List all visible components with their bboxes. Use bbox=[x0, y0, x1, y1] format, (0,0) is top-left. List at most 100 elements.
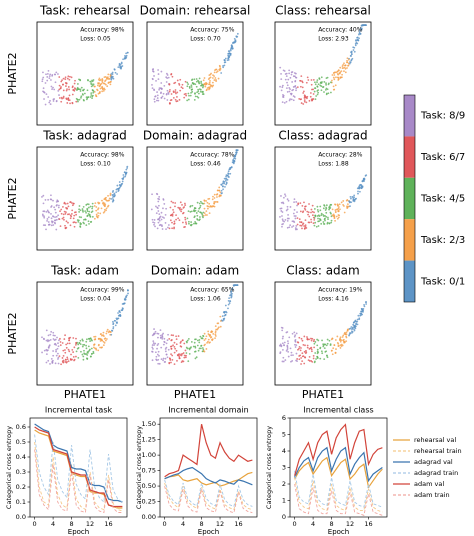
embedding-point bbox=[341, 73, 343, 76]
embedding-point bbox=[336, 70, 339, 73]
embedding-point bbox=[304, 209, 307, 211]
embedding-point bbox=[175, 214, 177, 217]
embedding-point bbox=[300, 357, 303, 359]
embedding-point bbox=[296, 211, 298, 214]
embedding-point bbox=[159, 215, 162, 218]
embedding-point bbox=[190, 341, 193, 343]
embedding-point bbox=[289, 224, 292, 227]
embedding-point bbox=[52, 215, 54, 218]
embedding-point bbox=[290, 92, 293, 95]
embedding-point bbox=[101, 346, 103, 349]
y-axis-label: Categorical cross entropy bbox=[5, 426, 13, 509]
embedding-point bbox=[296, 86, 299, 89]
embedding-point bbox=[164, 222, 167, 224]
embedding-point bbox=[91, 89, 94, 92]
embedding-point bbox=[72, 337, 75, 339]
embedding-point bbox=[161, 216, 164, 219]
embedding-point bbox=[42, 202, 45, 205]
embedding-point bbox=[320, 76, 323, 79]
embedding-point bbox=[102, 201, 105, 204]
embedding-point bbox=[163, 97, 166, 100]
embedding-point bbox=[288, 336, 291, 339]
embedding-point bbox=[194, 220, 196, 223]
embedding-point bbox=[201, 213, 204, 216]
embedding-point bbox=[102, 335, 105, 337]
embedding-point bbox=[293, 343, 296, 346]
embedding-point bbox=[84, 218, 87, 221]
embedding-point bbox=[43, 91, 46, 94]
y-axis-label: PHATE2 bbox=[6, 312, 19, 354]
embedding-point bbox=[323, 91, 325, 93]
embedding-point bbox=[203, 332, 206, 335]
embedding-point bbox=[337, 345, 340, 347]
embedding-point bbox=[77, 88, 80, 90]
embedding-point bbox=[281, 348, 284, 351]
embedding-point bbox=[282, 335, 284, 338]
embedding-point bbox=[305, 349, 307, 352]
embedding-point bbox=[178, 219, 181, 222]
embedding-point bbox=[54, 208, 57, 211]
embedding-point bbox=[112, 190, 115, 192]
embedding-point bbox=[110, 333, 113, 336]
embedding-point bbox=[304, 205, 306, 208]
embedding-point bbox=[172, 208, 174, 211]
embedding-point bbox=[166, 339, 169, 342]
embedding-point bbox=[44, 199, 47, 201]
embedding-point bbox=[281, 337, 284, 340]
embedding-point bbox=[114, 324, 117, 327]
embedding-point bbox=[340, 343, 343, 346]
embedding-point bbox=[52, 338, 55, 340]
embedding-point bbox=[59, 337, 61, 340]
embedding-point bbox=[90, 211, 93, 214]
embedding-point bbox=[283, 101, 286, 104]
embedding-point bbox=[297, 203, 300, 206]
embedding-point bbox=[200, 80, 203, 83]
y-tick-label: 0.5 bbox=[16, 438, 26, 446]
embedding-point bbox=[303, 201, 305, 204]
embedding-point bbox=[319, 346, 322, 349]
embedding-point bbox=[337, 69, 340, 72]
embedding-point bbox=[214, 330, 217, 333]
embedding-point bbox=[307, 221, 310, 224]
embedding-point bbox=[213, 79, 216, 81]
embedding-point bbox=[67, 360, 70, 363]
embedding-point bbox=[365, 174, 368, 177]
embedding-point bbox=[202, 79, 205, 82]
embedding-point bbox=[283, 341, 286, 344]
embedding-point bbox=[337, 78, 340, 80]
embedding-point bbox=[208, 197, 211, 200]
embedding-point bbox=[63, 210, 66, 213]
embedding-point bbox=[164, 350, 167, 353]
embedding-point bbox=[75, 100, 78, 103]
embedding-point bbox=[176, 79, 179, 82]
embedding-point bbox=[50, 357, 53, 360]
embedding-point bbox=[187, 220, 190, 223]
embedding-point bbox=[170, 334, 173, 337]
embedding-point bbox=[300, 98, 302, 101]
embedding-point bbox=[225, 183, 227, 186]
embedding-point bbox=[356, 318, 359, 321]
embedding-point bbox=[327, 216, 329, 219]
embedding-point bbox=[317, 83, 320, 86]
embedding-point bbox=[69, 75, 71, 78]
panel-frame bbox=[274, 281, 372, 386]
embedding-point bbox=[233, 41, 236, 44]
embedding-point bbox=[156, 353, 159, 356]
embedding-point bbox=[52, 100, 55, 102]
embedding-point bbox=[102, 340, 105, 343]
embedding-point bbox=[55, 71, 58, 74]
embedding-point bbox=[333, 74, 336, 76]
embedding-point bbox=[294, 227, 297, 229]
embedding-point bbox=[156, 97, 159, 99]
embedding-point bbox=[85, 347, 88, 350]
embedding-point bbox=[193, 209, 196, 211]
embedding-point bbox=[357, 39, 360, 42]
embedding-point bbox=[287, 199, 290, 202]
embedding-point bbox=[120, 62, 123, 65]
embedding-point bbox=[154, 95, 157, 98]
embedding-point bbox=[98, 92, 101, 95]
embedding-point bbox=[292, 75, 295, 78]
embedding-point bbox=[161, 333, 164, 336]
embedding-point bbox=[304, 224, 307, 227]
embedding-point bbox=[44, 82, 47, 84]
